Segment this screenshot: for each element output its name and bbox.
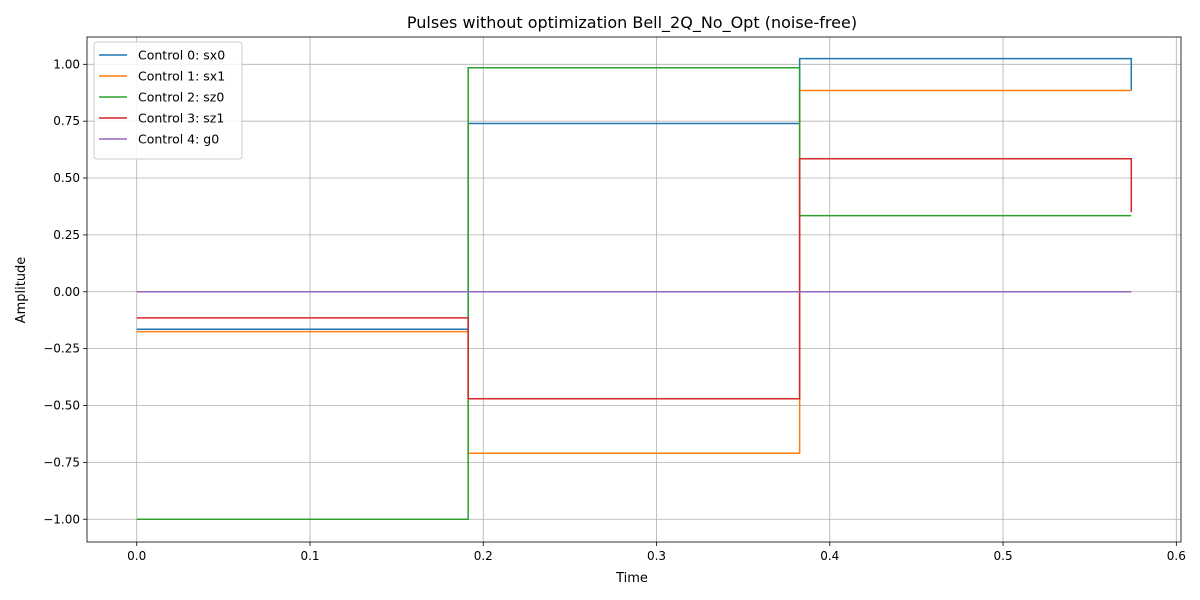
legend-label-4: Control 4: g0: [138, 132, 219, 147]
y-tick-label: −0.25: [43, 342, 80, 356]
legend-label-2: Control 2: sz0: [138, 90, 224, 105]
plot-frame: [86, 36, 1182, 543]
y-tick-label: 0.25: [53, 228, 80, 242]
y-tick-label: 1.00: [53, 57, 80, 71]
axis-ticks: 0.0 0.1 0.2 0.3 0.4 0.5 0.6 −1.00 −0.75 −0.50 −0.2…: [43, 57, 1186, 563]
y-tick-label: −0.75: [43, 455, 80, 469]
x-tick-label: 0.0: [127, 549, 146, 563]
y-tick-label: 0.50: [53, 171, 80, 185]
x-tick-label: 0.3: [647, 549, 666, 563]
x-tick-label: 0.4: [820, 549, 839, 563]
x-tick-label: 0.1: [300, 549, 319, 563]
legend-label-0: Control 0: sx0: [138, 48, 225, 63]
y-tick-label: −1.00: [43, 512, 80, 526]
legend-label-1: Control 1: sx1: [138, 69, 225, 84]
x-tick-label: 0.2: [474, 549, 493, 563]
y-tick-label: 0.00: [53, 285, 80, 299]
y-axis-label: Amplitude: [14, 257, 29, 324]
x-axis-label: Time: [615, 571, 648, 586]
x-tick-label: 0.6: [1167, 549, 1186, 563]
series-line-1: [136, 89, 1132, 455]
y-tick-label: 0.75: [53, 114, 80, 128]
plot-area: [87, 37, 1181, 542]
series-lines: [136, 57, 1133, 521]
legend-box: [93, 41, 243, 160]
legend: Control 0: sx0 Control 1: sx1 Control 2: s…: [93, 41, 243, 160]
chart-title: Pulses without optimization Bell_2Q_No_O…: [407, 13, 857, 33]
y-tick-label: −0.50: [43, 399, 80, 413]
series-line-3: [136, 157, 1133, 400]
x-tick-label: 0.5: [994, 549, 1013, 563]
series-line-2: [136, 66, 1132, 521]
legend-label-3: Control 3: sz1: [138, 111, 224, 126]
